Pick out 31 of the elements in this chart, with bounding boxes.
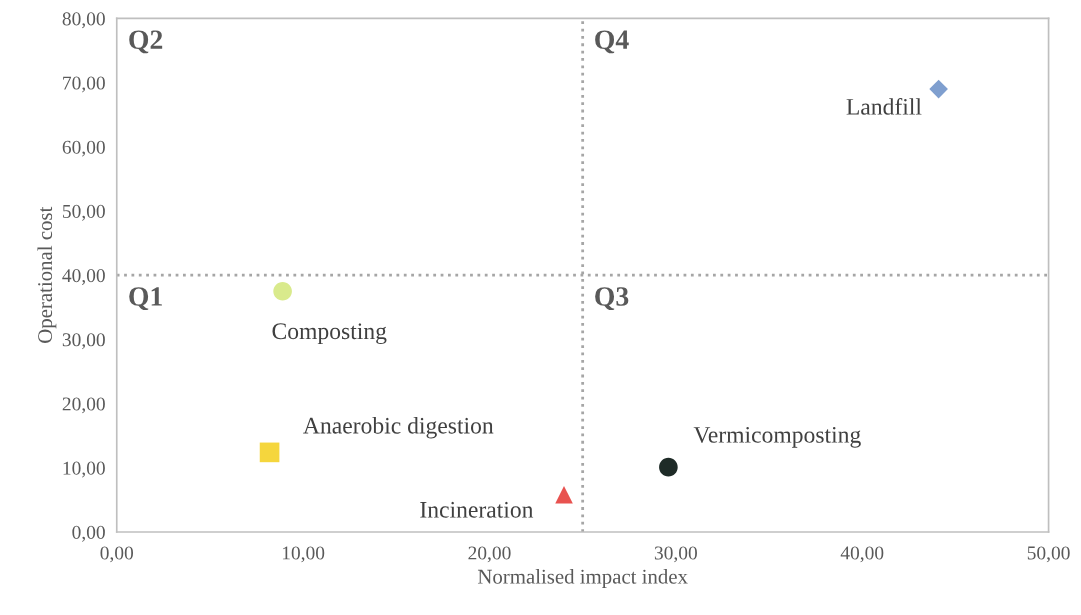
- point: [259, 442, 280, 463]
- y-tick-label: 40,00: [62, 269, 105, 285]
- x-tick-label: 40,00: [840, 546, 884, 563]
- x-tick-label: 30,00: [654, 546, 697, 563]
- x-tick-label: 0,00: [100, 546, 134, 563]
- point: [659, 457, 678, 477]
- y-tick-label: 0,00: [72, 525, 105, 542]
- point: [273, 281, 292, 301]
- series-label: Landfill: [846, 97, 922, 115]
- y-tick-label: 70,00: [63, 76, 105, 93]
- x-tick-label: 10,00: [282, 546, 325, 563]
- x-tick-label: 50,00: [1027, 546, 1070, 563]
- y-tick-label: 20,00: [62, 397, 105, 414]
- annotation: Q1: [129, 287, 162, 311]
- y-tick-label: 80,00: [62, 12, 105, 29]
- y-axis-title: Operational cost: [37, 206, 57, 343]
- x-axis-title: Normalised impact index: [477, 569, 688, 588]
- series-label: Vermicomposting: [693, 426, 861, 448]
- annotation: Q2: [129, 30, 163, 54]
- annotation: Q4: [595, 30, 629, 54]
- series-label: Anaerobic digestion: [303, 417, 494, 439]
- series-label: Composting: [272, 323, 387, 345]
- x-tick-label: 20,00: [468, 546, 511, 563]
- series-label: Incineration: [420, 501, 534, 518]
- point: [929, 79, 948, 99]
- point: [555, 485, 573, 504]
- y-tick-label: 30,00: [62, 333, 105, 350]
- y-tick-label: 50,00: [63, 204, 105, 221]
- annotation: Q3: [595, 287, 629, 311]
- y-tick-label: 10,00: [63, 461, 105, 478]
- y-tick-label: 60,00: [62, 140, 105, 157]
